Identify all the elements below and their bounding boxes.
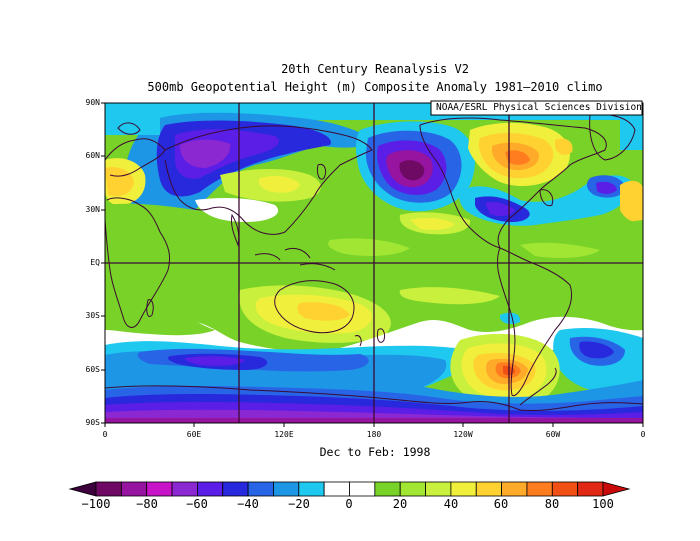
lat-tick-label: 30S — [85, 311, 100, 320]
colorbar-cell — [374, 481, 401, 497]
colorbar-label: 0 — [345, 497, 353, 511]
colorbar-cell — [551, 481, 579, 497]
colorbar-cell — [501, 481, 528, 497]
colorbar-label: −80 — [136, 497, 158, 511]
colorbar-label: −40 — [237, 497, 259, 511]
colorbar-cell — [399, 481, 426, 497]
credit-box — [430, 100, 643, 116]
lon-tick-label: 60W — [545, 430, 561, 439]
colorbar-label: 40 — [443, 497, 459, 511]
colorbar-cell — [450, 481, 477, 497]
colorbar-label: −100 — [81, 497, 111, 511]
tick-marks — [101, 102, 644, 427]
colorbar-cell — [298, 481, 325, 497]
colorbar-label: −20 — [288, 497, 310, 511]
colorbar-cells — [68, 481, 631, 497]
colorbar-cell — [273, 481, 300, 497]
lat-tick-label: 90N — [85, 98, 100, 107]
colorbar-cell — [425, 481, 452, 497]
grid-lines — [105, 103, 643, 423]
chart-title-line2: 500mb Geopotential Height (m) Composite … — [147, 80, 603, 94]
colorbar-cell — [526, 481, 553, 497]
colorbar-cell — [95, 481, 122, 497]
credit-label: NOAA/ESRL Physical Sciences Division — [436, 102, 642, 113]
colorbar-label: 100 — [592, 497, 614, 511]
lat-tick-label: 90S — [85, 418, 100, 427]
colorbar-cell — [475, 481, 503, 497]
colorbar-cell — [602, 481, 631, 497]
lon-tick-label: 180 — [366, 430, 382, 439]
lat-tick-label: EQ — [90, 258, 100, 267]
colorbar-cell — [577, 481, 604, 497]
lon-tick-label: 60E — [186, 430, 202, 439]
period-label: Dec to Feb: 1998 — [319, 445, 431, 459]
lon-tick-label: 0 — [102, 430, 108, 439]
lon-tick-label: 120E — [274, 430, 294, 439]
colorbar-cell — [68, 481, 97, 497]
colorbar-cell — [171, 481, 198, 497]
lon-tick-label: 0 — [640, 430, 646, 439]
colorbar-label: 60 — [493, 497, 509, 511]
colorbar-cell — [349, 481, 376, 497]
chart-title-line1: 20th Century Reanalysis V2 — [281, 62, 469, 76]
colorbar-label: 20 — [392, 497, 408, 511]
lat-tick-label: 60S — [85, 365, 100, 374]
lon-tick-label: 120W — [453, 430, 473, 439]
colorbar-label: 80 — [544, 497, 560, 511]
colorbar-cell — [222, 481, 249, 497]
colorbar-cell — [196, 481, 224, 497]
coastlines — [105, 113, 643, 411]
lat-tick-label: 60N — [85, 151, 100, 160]
colorbar-cell — [247, 481, 274, 497]
colorbar-cell — [146, 481, 173, 497]
colorbar-cell — [120, 481, 148, 497]
lat-tick-label: 30N — [85, 205, 100, 214]
colorbar-cell — [323, 481, 350, 497]
colorbar-label: −60 — [186, 497, 208, 511]
